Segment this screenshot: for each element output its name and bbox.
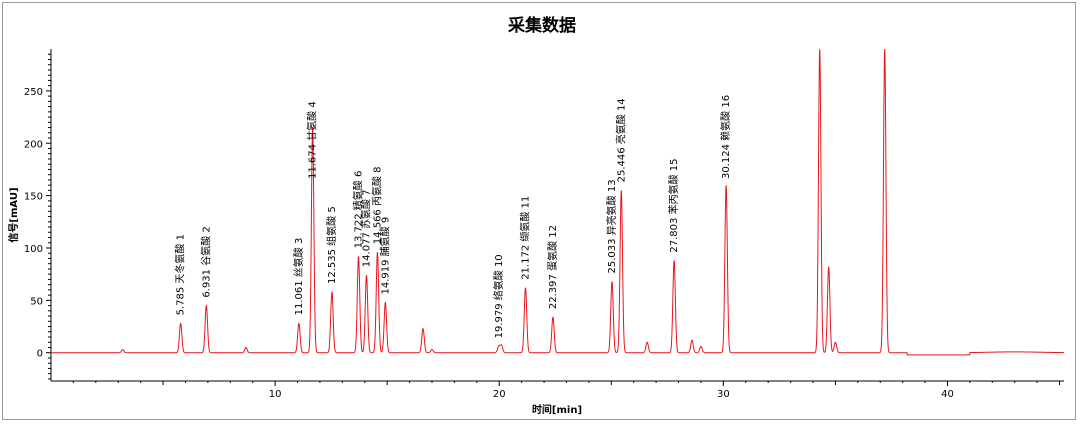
peak-label: 21.172 缬氨酸 11 — [519, 196, 532, 280]
peak-label: 6.931 谷氨酸 2 — [199, 226, 212, 297]
peak-label: 11.061 丝氨酸 3 — [292, 238, 305, 316]
peak-label: 27.803 苯丙氨酸 15 — [667, 159, 680, 253]
y-tick-label: 150 — [24, 192, 43, 203]
peak-label: 5.785 天冬氨酸 1 — [174, 234, 187, 315]
peak-label: 14.077 苏氨酸 7 — [360, 189, 373, 267]
peak-labels-group: 5.785 天冬氨酸 1 6.931 谷氨酸 2 11.061 丝氨酸 3 11.67… — [174, 95, 732, 338]
peak-label: 30.124 赖氨酸 16 — [719, 95, 732, 179]
axes-group — [50, 49, 1064, 382]
peak-label: 25.033 异亮氨酸 13 — [605, 179, 618, 273]
y-tick-label: 100 — [24, 244, 43, 255]
peak-label: 14.919 脯氨酸 9 — [378, 217, 391, 295]
x-tick-label: 20 — [493, 389, 506, 400]
chart-title: 采集数据 — [507, 15, 576, 36]
x-ticks-group: 10 20 30 40 — [72, 381, 1061, 400]
peak-label: 25.446 亮氨酸 14 — [614, 98, 627, 182]
x-tick-label: 10 — [269, 389, 282, 400]
y-tick-label: 250 — [24, 87, 43, 98]
peak-label: 19.979 络氨酸 10 — [492, 254, 505, 338]
y-tick-label: 0 — [37, 349, 43, 360]
x-axis-label: 时间[min] — [532, 403, 582, 416]
peak-label: 11.674 甘氨酸 4 — [306, 101, 319, 179]
y-tick-label: 50 — [30, 296, 43, 307]
y-tick-label: 200 — [24, 139, 43, 150]
peak-label: 13.722 精氨酸 6 — [352, 171, 365, 249]
x-tick-label: 40 — [941, 389, 954, 400]
peak-label: 12.535 组氨酸 5 — [325, 206, 338, 284]
y-ticks-group: 0 50 100 150 200 250 — [24, 53, 51, 380]
y-axis-label: 信号[mAU] — [7, 187, 20, 242]
chromatogram-chart: 采集数据 0 50 100 150 200 250 10 20 30 40 5.785 天冬氨酸… — [7, 15, 1065, 416]
peak-label: 14.566 丙氨酸 8 — [370, 166, 383, 244]
chromatogram-trace — [51, 48, 1065, 356]
peak-label: 22.397 蛋氨酸 12 — [546, 225, 559, 309]
x-tick-label: 30 — [717, 389, 730, 400]
